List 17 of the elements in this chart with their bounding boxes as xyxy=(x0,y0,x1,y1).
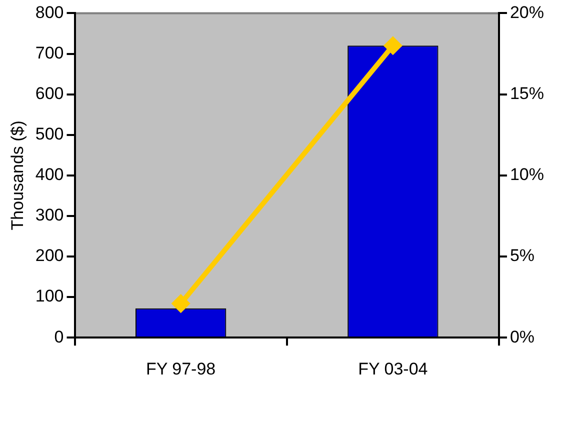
x-tick-label: FY 97-98 xyxy=(146,359,216,378)
x-tick-label: FY 03-04 xyxy=(358,359,428,378)
y-tick-label: 800 xyxy=(35,2,64,22)
y-tick-label: 600 xyxy=(35,84,64,103)
y-tick-label: 700 xyxy=(35,43,64,62)
y2-tick-label: 10% xyxy=(510,165,544,184)
y-tick-label: 300 xyxy=(35,206,64,225)
y2-tick-label: 20% xyxy=(510,2,544,22)
y-tick-label: 400 xyxy=(35,165,64,184)
y2-tick-label: 15% xyxy=(510,84,544,103)
y-tick-label: 0 xyxy=(54,327,64,346)
y-tick-label: 500 xyxy=(35,124,64,144)
y-tick-label: 200 xyxy=(35,246,64,266)
y2-tick-label: 0% xyxy=(510,327,535,346)
y-axis-title: Thousands ($) xyxy=(8,120,27,230)
y2-tick-label: 5% xyxy=(510,246,535,266)
y-tick-label: 100 xyxy=(35,286,64,306)
